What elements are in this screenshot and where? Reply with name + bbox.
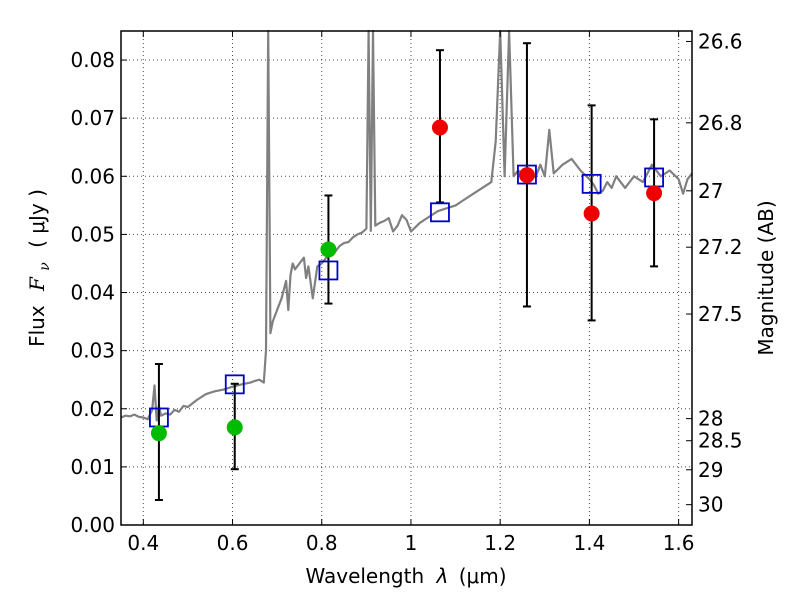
- x-tick-label: 1.4: [573, 531, 605, 555]
- spectrum-line: [120, 29, 693, 422]
- y-tick-label: 0.03: [70, 339, 115, 363]
- x-tick-label: 0.6: [217, 531, 249, 555]
- y2-tick-label: 26.6: [698, 29, 743, 53]
- y2-tick-label: 27.2: [698, 235, 743, 259]
- y2-tick-label: 26.8: [698, 111, 743, 135]
- y-axis-ticks: 0.00 0.01 0.02 0.03 0.04 0.05 0.06 0.07 0.08: [70, 48, 127, 537]
- y2-axis-label: Magnitude (AB): [754, 200, 778, 355]
- y-axis-label: Flux F ν ( μJy ): [25, 189, 54, 347]
- observed-point: [518, 167, 535, 184]
- observed-point: [431, 119, 448, 136]
- observed-point: [320, 241, 337, 258]
- x-tick-label: 1: [405, 531, 418, 555]
- y2-tick-label: 29: [698, 458, 723, 482]
- y-tick-label: 0.00: [70, 513, 115, 537]
- y-tick-label: 0.08: [70, 48, 115, 72]
- observed-point: [226, 419, 243, 436]
- observed-photometry-series: [150, 119, 663, 442]
- model-box-marker: [517, 164, 537, 185]
- y-tick-label: 0.02: [70, 397, 115, 421]
- x-axis-ticks: 0.4 0.6 0.8 1 1.2 1.4 1.6: [127, 31, 695, 555]
- x-axis-label: Wavelength λ (μm): [305, 564, 506, 588]
- y2-tick-label: 28: [698, 407, 723, 431]
- model-box-marker: [224, 374, 245, 395]
- y-axis-label-unit: ( μJy ): [25, 189, 49, 248]
- plot-background: [121, 31, 692, 525]
- x-tick-label: 0.8: [306, 531, 338, 555]
- y-tick-label: 0.07: [70, 106, 115, 130]
- model-box-marker: [581, 173, 602, 194]
- y-tick-label: 0.01: [70, 455, 115, 479]
- model-box-marker: [430, 202, 450, 223]
- y2-tick-label: 27: [698, 179, 723, 203]
- model-box-marker: [318, 260, 339, 281]
- observed-point: [646, 185, 663, 202]
- y-axis-label-symbol: F: [25, 276, 49, 292]
- x-axis-label-prefix: Wavelength: [305, 564, 424, 588]
- observed-point: [583, 205, 600, 222]
- x-axis-label-symbol: λ: [436, 564, 449, 588]
- plot-frame: [120, 30, 693, 526]
- x-tick-label: 1.2: [484, 531, 516, 555]
- y2-tick-label: 30: [698, 493, 723, 517]
- y-tick-label: 0.05: [70, 222, 115, 246]
- y-axis-label-prefix: Flux: [25, 305, 49, 347]
- y-tick-label: 0.04: [70, 281, 115, 305]
- x-tick-label: 1.6: [663, 531, 695, 555]
- observed-point: [150, 425, 167, 442]
- x-tick-label: 0.4: [127, 531, 159, 555]
- y2-tick-label: 28.5: [698, 429, 743, 453]
- spectrum-series: [120, 29, 693, 422]
- y-axis-label-subscript: ν: [37, 262, 53, 271]
- y2-tick-label: 27.5: [698, 302, 743, 326]
- x-axis-label-unit: (μm): [459, 564, 507, 588]
- y-tick-label: 0.06: [70, 164, 115, 188]
